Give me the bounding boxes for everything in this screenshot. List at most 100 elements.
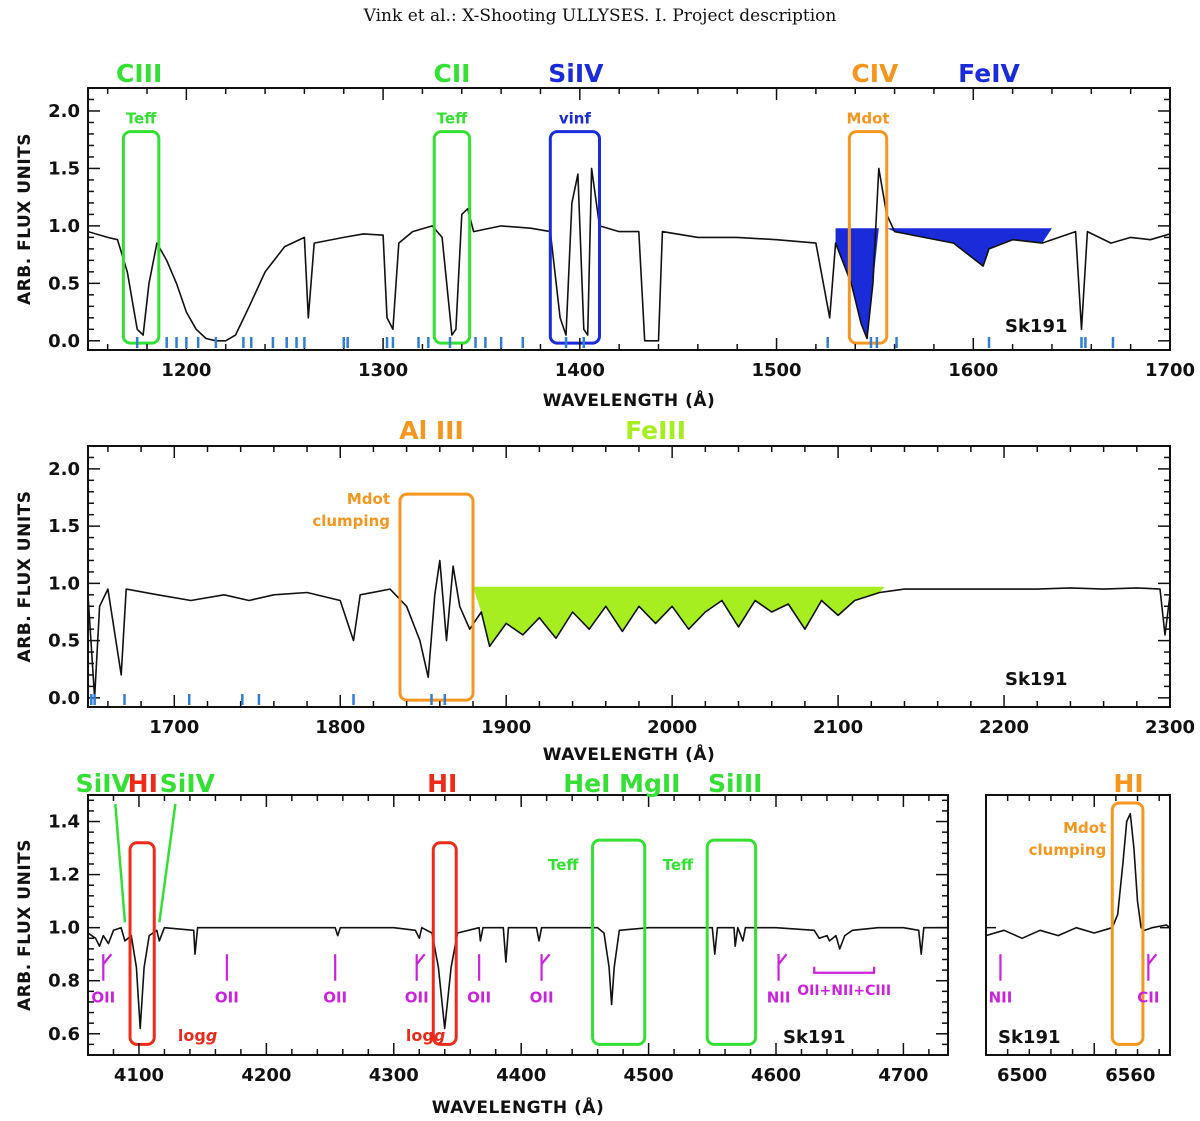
x-tick-label: 1500: [751, 360, 801, 381]
ion-marker: [102, 953, 113, 981]
y-tick-label: 1.5: [48, 516, 80, 537]
star-label: Sk191: [998, 1027, 1061, 1048]
box-label: Mdot: [1063, 819, 1106, 837]
plot-area: [88, 926, 948, 1030]
ion-label: FeIV: [958, 59, 1020, 88]
ion-label: SiIII: [708, 769, 762, 798]
spectrum-line: [88, 167, 1170, 342]
ion-label: SiIV: [548, 59, 604, 88]
diagnostic-box: [431, 841, 458, 1046]
diagnostic-box: [432, 130, 472, 345]
y-tick-label: 0.5: [48, 631, 80, 652]
ion-label: HeI MgII: [563, 769, 680, 798]
ion-label: HI: [1113, 769, 1143, 798]
box-label: vinf: [559, 110, 592, 128]
box-label: Teff: [663, 856, 694, 874]
plot-area: [88, 559, 1170, 699]
y-tick-label: 1.0: [48, 216, 80, 237]
y-tick-label: 1.0: [48, 918, 80, 939]
page-header: Vink et al.: X-Shooting ULLYSES. I. Proj…: [363, 6, 837, 26]
ion-label: CIII: [116, 59, 162, 88]
ion-marker-label: OII: [467, 989, 491, 1007]
y-tick-label: 1.4: [48, 812, 80, 833]
y-tick-label: 0.0: [48, 331, 80, 352]
ion-marker-label: OII: [215, 989, 239, 1007]
y-tick-label: 1.0: [48, 573, 80, 594]
x-axis-label: WAVELENGTH (Å): [543, 742, 716, 765]
ion-label: CII: [433, 59, 470, 88]
plot-frame: [87, 445, 1171, 708]
ion-label: SiIV: [76, 769, 132, 798]
y-axis-label: ARB. FLUX UNITS: [15, 839, 35, 1011]
x-tick-label: 1300: [358, 360, 408, 381]
x-tick-label: 4700: [878, 1065, 928, 1086]
x-tick-label: 2000: [647, 717, 697, 738]
ion-marker-label: OII: [323, 989, 347, 1007]
plot-frame: [87, 87, 1171, 351]
box-label: Mdot: [347, 490, 390, 508]
diagnostic-box: [1110, 801, 1145, 1046]
diagnostic-box: [128, 841, 156, 1046]
y-tick-label: 0.8: [48, 971, 80, 992]
plot-area: [88, 167, 1170, 342]
diagnostic-box: [847, 130, 889, 345]
ion-label: SiIV: [160, 769, 216, 798]
x-tick-label: 4600: [751, 1065, 801, 1086]
y-tick-label: 1.5: [48, 158, 80, 179]
y-tick-label: 1.2: [48, 865, 80, 886]
y-axis-label: ARB. FLUX UNITS: [15, 491, 35, 663]
ion-marker-label: CII: [1137, 989, 1159, 1007]
x-tick-label: 2100: [813, 717, 863, 738]
chart-panel3: Teff Teff 4100 4200 4300 4400 4500 4600 4700 0.6 0…: [15, 769, 949, 1118]
ion-marker-label: OII: [405, 989, 429, 1007]
chart-panel1: Teff Teff vinf Mdot 1200 1300 1400 1500 1600 1700…: [15, 59, 1195, 411]
ion-label: HI: [427, 769, 457, 798]
y-tick-label: 2.0: [48, 459, 80, 480]
absorption-fill: [473, 586, 885, 647]
star-label: Sk191: [1005, 316, 1068, 337]
box-label: clumping: [312, 512, 390, 530]
ion-marker: [415, 953, 426, 981]
x-tick-label: 1600: [948, 360, 998, 381]
star-label: Sk191: [1005, 669, 1068, 690]
box-label: Mdot: [846, 110, 889, 128]
ion-marker-label: NII: [989, 989, 1013, 1007]
y-tick-label: 2.0: [48, 101, 80, 122]
y-tick-label: 0.5: [48, 273, 80, 294]
y-tick-label: 0.6: [48, 1024, 80, 1045]
ion-label: HI: [128, 769, 158, 798]
connector-line: [158, 803, 177, 923]
spectrum-line: [88, 559, 1170, 699]
x-tick-label: 1700: [1145, 360, 1195, 381]
x-tick-label: 1800: [315, 717, 365, 738]
ion-marker: [1147, 953, 1158, 981]
x-axis-label: WAVELENGTH (Å): [543, 388, 716, 411]
diagnostic-box: [398, 492, 475, 702]
diagnostic-box: [121, 130, 161, 345]
ion-marker: [540, 953, 551, 981]
chart-panel2: Mdot clumping 1700 1800 1900 2000 2100 2200 2300…: [15, 416, 1195, 765]
box-label: clumping: [1029, 841, 1107, 859]
ion-label: FeIII: [625, 416, 686, 445]
ion-marker-label: OII: [91, 989, 115, 1007]
y-tick-label: 0.0: [48, 688, 80, 709]
logg-label: logg: [178, 1026, 217, 1045]
x-tick-label: 4200: [241, 1065, 291, 1086]
x-tick-label: 1200: [161, 360, 211, 381]
box-label: Teff: [548, 856, 579, 874]
x-tick-label: 1700: [149, 717, 199, 738]
x-tick-label: 6560: [1105, 1065, 1155, 1086]
star-label: Sk191: [783, 1027, 846, 1048]
x-tick-label: 1900: [481, 717, 531, 738]
box-label: Teff: [437, 110, 468, 128]
box-label: Teff: [126, 110, 157, 128]
diagnostic-box: [548, 130, 601, 345]
connector-line: [114, 803, 127, 923]
absorption-fill: [835, 228, 1052, 339]
x-tick-label: 2300: [1145, 717, 1195, 738]
x-tick-label: 6500: [997, 1065, 1047, 1086]
diagnostic-box: [705, 838, 758, 1046]
ion-label: CIV: [851, 59, 899, 88]
plot-frame: [985, 794, 1171, 1056]
logg-label: logg: [406, 1026, 445, 1045]
